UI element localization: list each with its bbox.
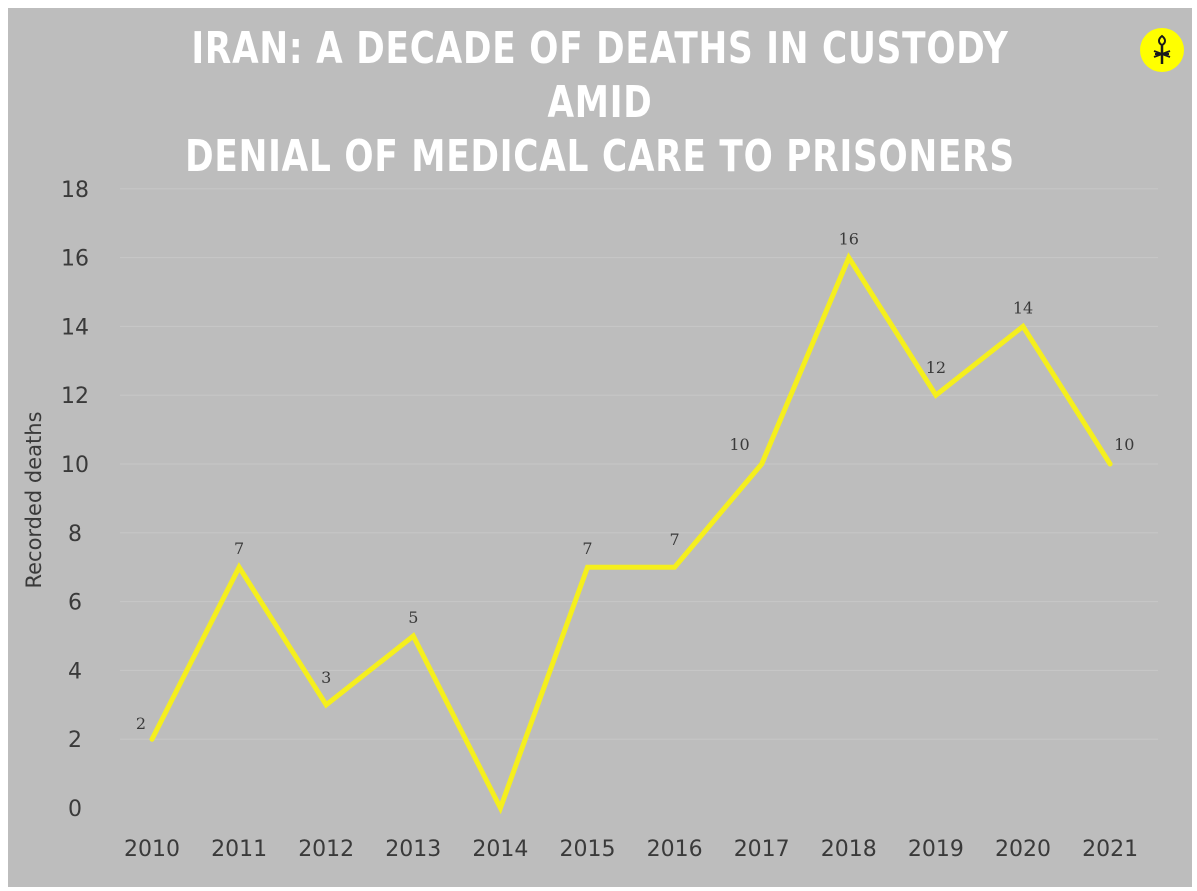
x-tick-label: 2013 xyxy=(385,837,441,862)
y-tick-label: 6 xyxy=(68,591,82,616)
data-label: 14 xyxy=(1013,298,1033,317)
x-tick-label: 2012 xyxy=(298,837,354,862)
x-tick-label: 2017 xyxy=(734,837,790,862)
amnesty-candle-logo-icon xyxy=(1140,28,1184,72)
chart-background xyxy=(8,8,1192,887)
data-label: 7 xyxy=(670,530,680,549)
chart-title-line-2: DENIAL OF MEDICAL CARE TO PRISONERS xyxy=(185,131,1015,182)
y-axis-title: Recorded deaths xyxy=(22,411,46,588)
series-line xyxy=(149,252,1113,815)
y-tick-label: 8 xyxy=(68,522,82,547)
data-label: 7 xyxy=(582,539,592,558)
x-tick-label: 2015 xyxy=(560,837,616,862)
chart-title-line-1: IRAN: A DECADE OF DEATHS IN CUSTODY AMID xyxy=(191,23,1009,128)
data-label: 5 xyxy=(408,608,418,627)
x-tick-label: 2018 xyxy=(821,837,877,862)
y-tick-label: 16 xyxy=(61,247,89,272)
gridlines xyxy=(120,188,1158,740)
x-tick-label: 2020 xyxy=(995,837,1051,862)
y-tick-label: 0 xyxy=(68,797,82,822)
y-tick-label: 14 xyxy=(61,315,89,340)
data-labels: 2 7 3 5 7 7 10 16 12 14 10 xyxy=(136,230,1135,734)
data-label: 2 xyxy=(136,714,146,733)
x-tick-label: 2011 xyxy=(211,837,267,862)
x-tick-label: 2014 xyxy=(472,837,528,862)
data-label: 10 xyxy=(1114,435,1134,454)
y-axis-tick-labels: 0 2 4 6 8 10 12 14 16 18 xyxy=(61,178,89,822)
y-tick-label: 2 xyxy=(68,728,82,753)
x-tick-label: 2021 xyxy=(1082,837,1138,862)
data-label: 12 xyxy=(926,358,946,377)
data-label: 7 xyxy=(234,539,244,558)
y-tick-label: 10 xyxy=(61,453,89,478)
data-label: 16 xyxy=(839,230,859,249)
y-tick-label: 18 xyxy=(61,178,89,203)
x-axis-tick-labels: 2010 2011 2012 2013 2014 2015 2016 2017 2018 2019… xyxy=(124,837,1138,862)
x-tick-label: 2016 xyxy=(647,837,703,862)
x-tick-label: 2019 xyxy=(908,837,964,862)
chart-title: IRAN: A DECADE OF DEATHS IN CUSTODY AMID… xyxy=(179,22,1021,184)
x-tick-label: 2010 xyxy=(124,837,180,862)
y-tick-label: 4 xyxy=(68,659,82,684)
y-tick-label: 12 xyxy=(61,384,89,409)
data-label: 3 xyxy=(321,668,331,687)
data-label: 10 xyxy=(729,435,749,454)
